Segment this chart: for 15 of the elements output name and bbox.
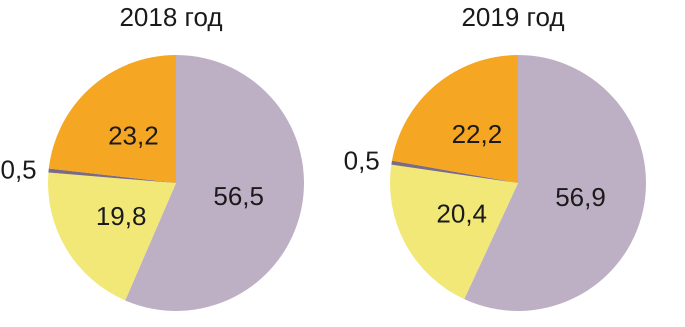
pie-slice	[392, 55, 518, 183]
data-label: 19,8	[96, 200, 146, 231]
pie-slice	[48, 172, 176, 300]
data-label: 22,2	[452, 118, 502, 149]
data-label: 56,9	[555, 182, 606, 212]
data-label: 0,5	[0, 154, 37, 184]
chart-title: 2018 год	[118, 2, 224, 33]
data-label: 20,4	[436, 198, 488, 228]
data-label: 23,2	[108, 120, 159, 150]
pie-slice	[48, 55, 176, 183]
pie-slice	[48, 168, 176, 183]
pie-slice	[390, 164, 518, 300]
data-label: 56,5	[213, 180, 264, 211]
data-label: 0,5	[344, 146, 380, 176]
chart-title: 2019 год	[460, 2, 566, 33]
